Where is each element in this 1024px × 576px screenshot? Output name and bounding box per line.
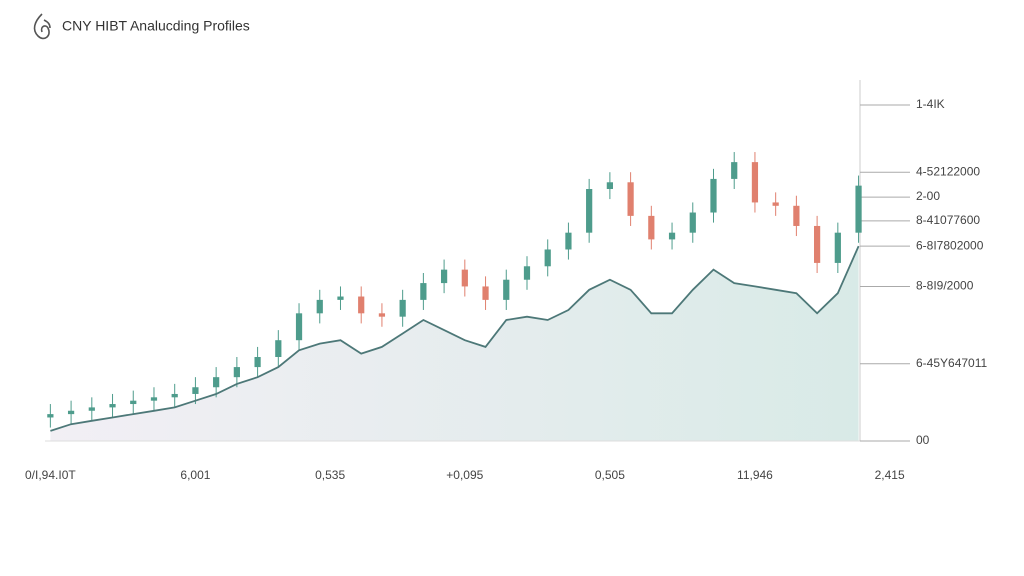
y-tick-label: 8-41077600 <box>916 213 980 227</box>
y-tick-label: 4-52122000 <box>916 164 980 178</box>
candle-body <box>150 397 158 401</box>
area-fill <box>50 246 859 441</box>
candle-body <box>275 340 282 357</box>
candle-body <box>109 404 116 408</box>
candle-body <box>689 212 696 233</box>
x-tick-label: 0,535 <box>315 468 345 482</box>
candle-body <box>399 299 406 317</box>
candle-body <box>213 377 220 388</box>
candle-body <box>358 296 365 314</box>
candle-body <box>192 387 199 394</box>
candle-body <box>440 269 448 284</box>
chart-title: CNY HIBT Analucding Profiles <box>62 18 250 34</box>
candle-body <box>606 182 613 189</box>
x-tick-label: +0,095 <box>446 468 483 482</box>
candle-body <box>420 283 427 300</box>
x-tick-label: 0,505 <box>595 468 625 482</box>
y-tick-label: 1-4IK <box>916 97 945 111</box>
candle-body <box>565 232 572 250</box>
x-tick-label: 6,001 <box>180 468 210 482</box>
y-tick-label: 8-8I9/2000 <box>916 279 974 293</box>
candle-body <box>523 266 531 280</box>
candle-body <box>668 232 676 240</box>
candle-body <box>461 269 468 287</box>
y-tick-label: 2-00 <box>916 189 940 203</box>
x-tick-label: 2,415 <box>875 468 905 482</box>
logo <box>33 13 51 40</box>
x-tick-label: 0/I,94.I0T <box>25 468 76 482</box>
y-tick-label: 00 <box>916 433 930 447</box>
candle-body <box>47 414 54 418</box>
candle-body <box>130 400 137 405</box>
candle-body <box>814 225 821 263</box>
candle-body <box>337 296 344 300</box>
candle-body <box>254 357 261 368</box>
candle-body <box>503 279 510 300</box>
candle-body <box>710 178 717 213</box>
candle-body <box>295 313 303 341</box>
candle-body <box>648 215 655 240</box>
candle-body <box>586 189 593 233</box>
candle-body <box>834 232 841 263</box>
candle-body <box>793 205 800 226</box>
candle-body <box>233 367 240 378</box>
candle-body <box>772 202 779 206</box>
candle-body <box>751 162 759 203</box>
candle-body <box>482 286 489 300</box>
candle-body <box>627 182 634 216</box>
y-tick-label: 6-8I7802000 <box>916 238 984 252</box>
candle-body <box>544 249 551 267</box>
candle-body <box>378 313 386 317</box>
x-tick-label: 11,946 <box>737 468 773 482</box>
candle-body <box>316 299 323 314</box>
candle-body <box>731 162 738 179</box>
series-line <box>50 245 860 432</box>
candle-body <box>88 407 95 411</box>
candle-body <box>67 410 75 415</box>
y-tick-label: 6-45Y647011 <box>916 356 988 370</box>
candle-body <box>855 185 862 233</box>
candle-body <box>171 393 178 398</box>
